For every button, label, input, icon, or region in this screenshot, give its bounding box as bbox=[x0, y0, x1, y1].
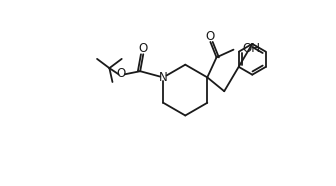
Text: OH: OH bbox=[243, 42, 261, 55]
Text: O: O bbox=[139, 42, 148, 55]
Text: N: N bbox=[159, 71, 168, 84]
Text: O: O bbox=[116, 67, 126, 80]
Text: O: O bbox=[205, 30, 214, 43]
